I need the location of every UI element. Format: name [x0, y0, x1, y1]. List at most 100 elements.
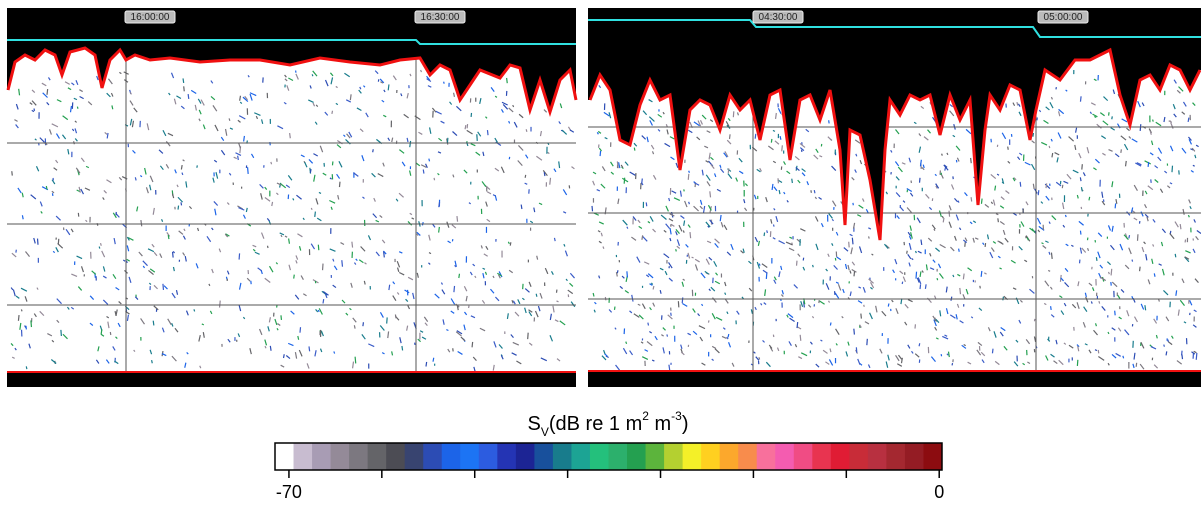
echo-speck: [1065, 89, 1068, 92]
colorbar-tick-label: 0: [934, 482, 944, 502]
echo-speck: [463, 169, 468, 174]
echo-speck: [724, 151, 729, 158]
echo-speck: [564, 250, 568, 257]
echo-speck: [188, 205, 193, 210]
time-label-box: [752, 10, 804, 24]
echo-speck: [814, 196, 817, 200]
surface-region: [588, 8, 1201, 240]
colorbar-cell: [756, 443, 776, 470]
echo-speck: [293, 274, 295, 279]
echo-speck: [310, 243, 316, 250]
colorbar-cell: [867, 443, 887, 470]
echo-speck: [1144, 305, 1147, 311]
echo-speck: [1124, 264, 1130, 270]
echo-speck: [964, 241, 966, 247]
echo-speck: [485, 201, 488, 207]
echo-speck: [282, 354, 285, 359]
echo-speck: [1157, 147, 1163, 154]
echo-speck: [914, 353, 920, 358]
echo-speck: [1188, 199, 1191, 204]
echo-speck: [707, 320, 710, 323]
echo-speck: [419, 330, 424, 333]
echo-speck: [954, 235, 957, 241]
echo-speck: [403, 113, 409, 119]
echo-speck: [482, 151, 485, 157]
echo-speck: [705, 174, 711, 181]
echo-speck: [887, 303, 890, 307]
echo-speck: [592, 292, 595, 297]
echo-speck: [247, 75, 250, 78]
echo-speck: [621, 275, 625, 279]
echo-speck: [371, 172, 376, 178]
echo-speck: [62, 115, 69, 121]
echo-speck: [1111, 116, 1113, 120]
echo-speck: [918, 146, 922, 153]
echo-speck: [802, 266, 806, 271]
echo-speck: [854, 139, 861, 144]
echo-speck: [772, 237, 776, 240]
echo-speck: [242, 96, 249, 102]
echo-speck: [925, 264, 928, 271]
echo-speck: [345, 312, 349, 316]
echo-speck: [854, 169, 857, 173]
echo-speck: [446, 221, 450, 228]
echo-speck: [1022, 208, 1025, 213]
echo-speck: [561, 129, 568, 135]
echo-speck: [391, 351, 394, 356]
echo-speck: [1048, 269, 1051, 272]
echo-speck: [547, 151, 550, 155]
echo-speck: [765, 196, 768, 203]
echo-speck: [320, 330, 324, 337]
echo-speck: [331, 110, 334, 115]
echo-speck: [679, 190, 682, 197]
echo-speck: [50, 359, 57, 364]
echo-speck: [284, 74, 287, 78]
echo-speck: [791, 178, 793, 184]
echo-speck: [885, 191, 888, 195]
echo-speck: [364, 262, 367, 265]
echo-speck: [921, 270, 924, 273]
echo-speck: [1078, 152, 1082, 159]
echo-speck: [1032, 132, 1035, 137]
colorbar-cell: [627, 443, 647, 470]
bottom-region: [7, 372, 576, 387]
echo-speck: [818, 300, 825, 305]
echo-speck: [668, 197, 671, 202]
echo-speck: [129, 118, 133, 126]
echo-speck: [373, 197, 376, 202]
depth-line: [588, 19, 1201, 38]
echo-speck: [911, 350, 914, 354]
echo-speck: [1084, 343, 1088, 346]
echo-speck: [610, 161, 614, 167]
echo-speck: [1192, 102, 1196, 106]
echo-speck: [615, 364, 621, 371]
echo-speck: [742, 248, 745, 253]
echo-speck: [631, 236, 637, 241]
echo-speck: [202, 332, 205, 338]
echo-speck: [33, 313, 37, 318]
echo-speck: [879, 348, 883, 354]
echo-speck: [664, 270, 668, 276]
echo-speck: [726, 336, 729, 340]
echo-speck: [895, 192, 901, 198]
echo-speck: [1036, 217, 1042, 225]
echo-speck: [1063, 180, 1069, 184]
echo-speck: [986, 234, 990, 240]
echo-speck: [214, 208, 217, 216]
echo-speck: [909, 225, 912, 231]
echo-speck: [510, 334, 514, 338]
echo-speck: [1146, 216, 1149, 222]
echo-speck: [401, 345, 404, 351]
echo-speck: [11, 171, 13, 176]
echo-speck: [15, 295, 20, 299]
echo-speck: [608, 112, 612, 119]
echo-speck: [392, 75, 397, 81]
echo-speck: [1131, 259, 1134, 262]
echo-speck: [392, 295, 397, 302]
echo-speck: [266, 218, 271, 222]
echo-speck: [857, 300, 863, 304]
echo-speck: [553, 237, 556, 242]
echo-speck: [957, 200, 960, 203]
echo-speck: [592, 180, 596, 186]
echo-speck: [645, 202, 648, 207]
